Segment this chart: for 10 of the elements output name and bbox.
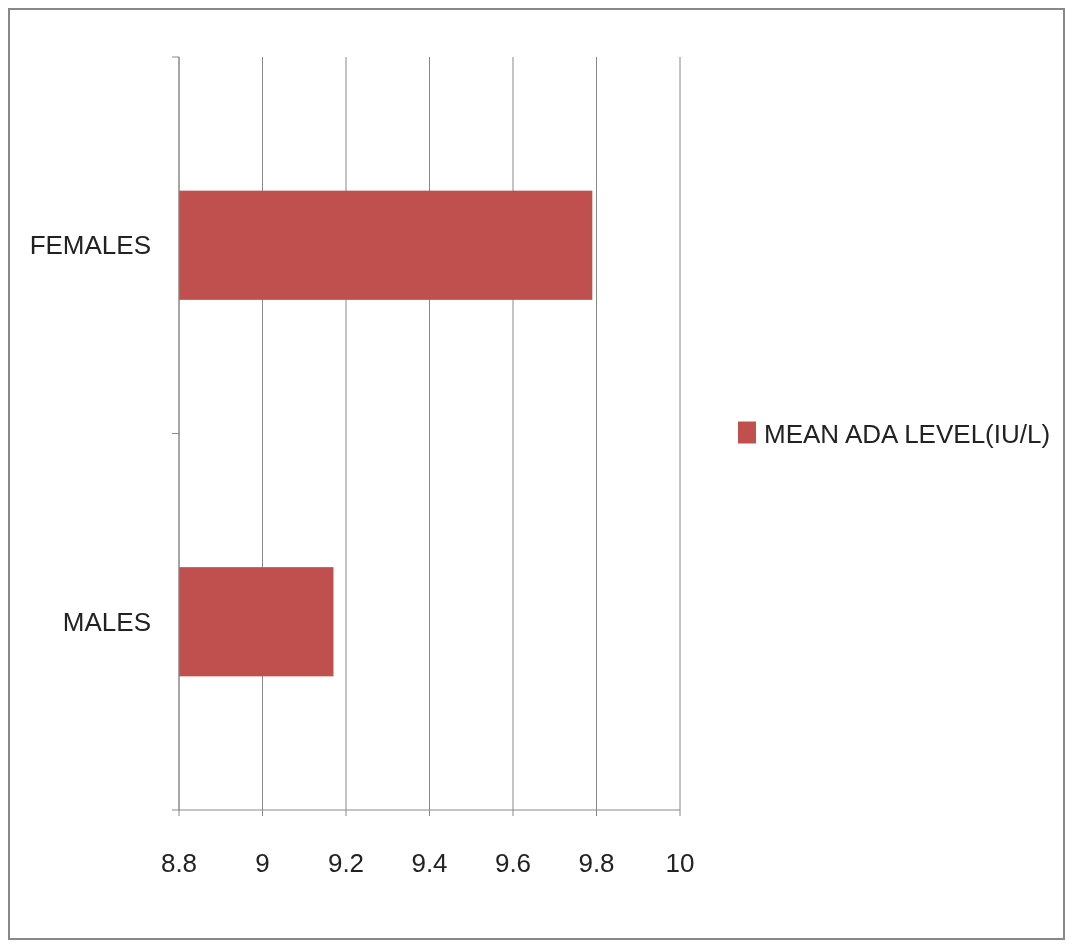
x-tick-label: 9.8 xyxy=(578,848,615,878)
x-tick-label: 9.4 xyxy=(411,848,448,878)
x-tick-label: 8.8 xyxy=(160,848,198,878)
x-tick-label: 9.6 xyxy=(494,848,532,878)
x-tick-label: 10 xyxy=(665,848,695,878)
x-tick-label: 9.2 xyxy=(327,848,365,878)
x-tick-label: 9 xyxy=(255,848,270,878)
y-tick-label: FEMALES xyxy=(29,230,151,261)
y-tick-label: MALES xyxy=(62,606,151,637)
legend-label: MEAN ADA LEVEL(IU/L) xyxy=(764,418,1051,449)
